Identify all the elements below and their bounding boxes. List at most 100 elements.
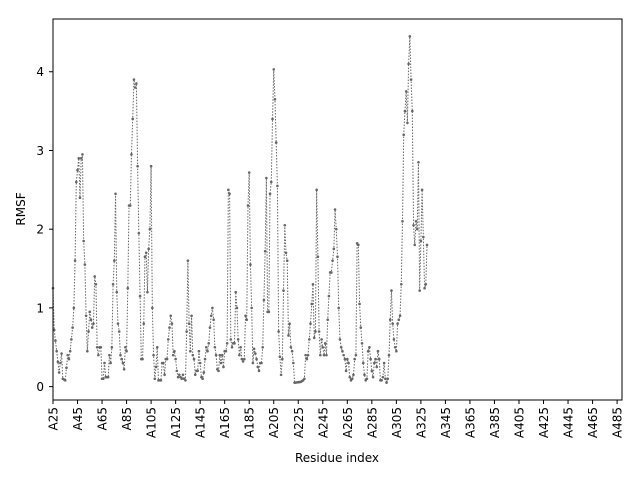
x-tick-label: A65	[96, 407, 110, 430]
data-point	[406, 121, 409, 125]
data-point	[236, 338, 240, 341]
data-point	[402, 133, 406, 137]
data-point	[169, 314, 173, 318]
data-point	[197, 349, 201, 353]
data-point	[184, 379, 187, 382]
data-point	[86, 349, 89, 353]
data-point	[326, 318, 329, 322]
data-point	[420, 188, 424, 192]
x-tick-label: A365	[463, 407, 477, 438]
data-point	[339, 345, 343, 349]
data-point	[146, 290, 149, 294]
data-point	[414, 220, 418, 223]
data-point	[133, 86, 137, 89]
data-point	[122, 368, 126, 371]
data-point	[189, 349, 192, 353]
data-point	[371, 375, 375, 379]
data-point	[185, 330, 188, 333]
data-point	[151, 306, 154, 310]
data-point	[319, 353, 322, 357]
data-point	[278, 355, 282, 359]
data-point	[142, 322, 146, 325]
data-point	[309, 322, 312, 325]
x-tick-label: A325	[414, 407, 428, 438]
data-point	[260, 361, 263, 365]
data-point	[422, 235, 425, 239]
data-point	[341, 349, 344, 353]
data-point	[141, 357, 144, 361]
data-point	[187, 322, 191, 325]
data-point	[274, 141, 278, 144]
data-point	[115, 290, 119, 294]
data-point	[211, 306, 214, 310]
data-point	[346, 357, 349, 361]
data-point	[235, 306, 239, 310]
data-point	[252, 347, 256, 351]
x-tick-label: A445	[562, 407, 576, 438]
data-point	[409, 78, 413, 81]
data-point	[251, 361, 255, 365]
data-point	[288, 322, 291, 325]
data-point	[209, 314, 213, 318]
data-point	[153, 377, 157, 381]
data-point	[388, 318, 392, 322]
data-point	[239, 345, 242, 349]
data-point	[84, 314, 88, 318]
data-point	[103, 361, 106, 365]
data-point	[138, 294, 142, 298]
data-point	[81, 153, 84, 156]
x-tick-label: A145	[194, 407, 208, 438]
data-point	[395, 349, 398, 353]
data-point	[265, 176, 268, 180]
data-point	[305, 357, 309, 361]
data-point	[310, 302, 314, 306]
data-point	[336, 255, 339, 259]
data-point	[52, 328, 56, 332]
x-tick-label: A345	[439, 407, 453, 438]
data-point	[193, 373, 197, 377]
data-point	[173, 349, 176, 353]
x-tick-label: A125	[169, 407, 183, 438]
x-tick-label: A405	[512, 407, 526, 438]
data-point	[365, 377, 369, 381]
data-point	[285, 259, 289, 262]
x-tick-label: A185	[243, 407, 257, 438]
data-point	[256, 365, 260, 369]
data-point	[136, 164, 139, 168]
data-point	[234, 290, 238, 294]
data-point	[137, 231, 141, 235]
data-point	[257, 369, 261, 373]
data-point	[283, 223, 287, 227]
data-point	[315, 188, 318, 192]
data-point	[246, 204, 250, 207]
data-point	[227, 188, 230, 192]
data-point	[393, 345, 397, 349]
data-point	[271, 117, 274, 121]
data-point	[387, 353, 391, 357]
data-point	[398, 314, 402, 318]
data-point	[208, 326, 212, 329]
data-point	[366, 349, 370, 353]
data-point	[353, 357, 356, 361]
data-point	[262, 298, 266, 302]
data-point	[174, 357, 177, 361]
data-point	[292, 361, 295, 365]
data-point	[55, 349, 58, 353]
data-point	[390, 289, 393, 292]
data-point	[255, 357, 258, 361]
data-point	[79, 157, 83, 160]
data-point	[109, 361, 112, 365]
data-point	[404, 90, 408, 93]
data-point	[176, 375, 180, 379]
x-tick-label: A285	[365, 407, 379, 438]
data-point	[212, 318, 215, 322]
data-point	[75, 180, 78, 184]
data-point	[124, 345, 127, 349]
data-point	[155, 345, 159, 349]
data-point	[224, 349, 228, 353]
data-point	[284, 251, 288, 255]
data-point	[415, 227, 419, 231]
data-point	[385, 381, 388, 384]
data-point	[423, 286, 426, 290]
